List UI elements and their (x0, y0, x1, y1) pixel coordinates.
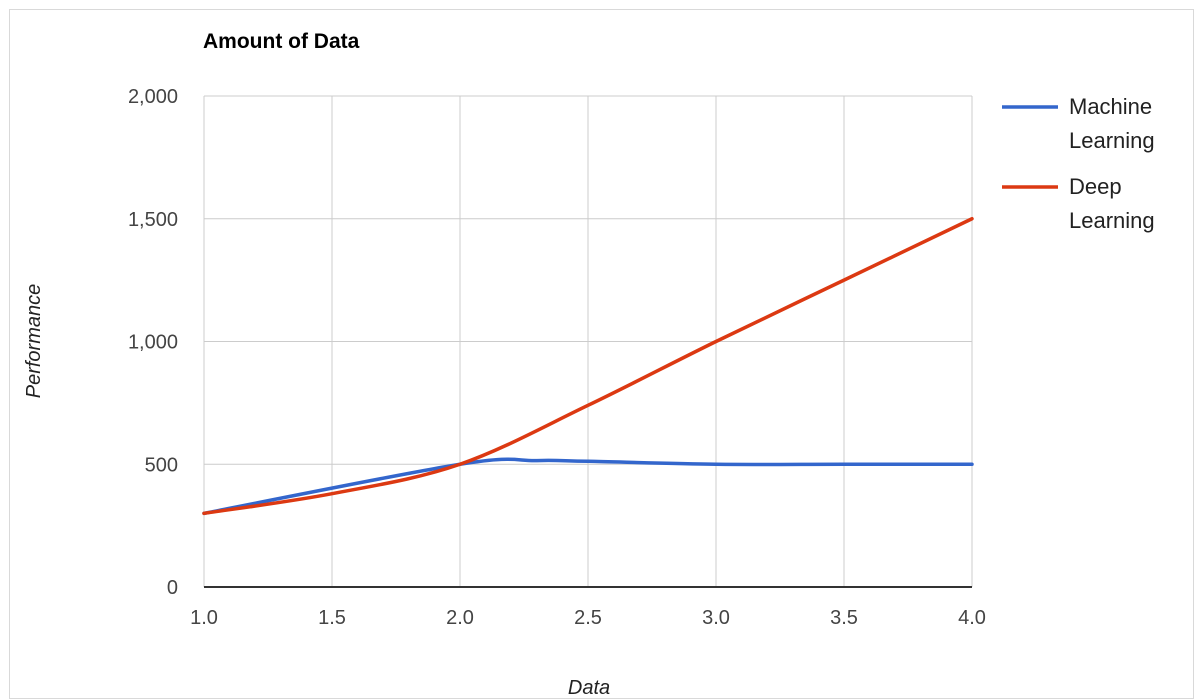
gridlines (203, 95, 973, 587)
x-axis-label: Data (568, 677, 610, 697)
x-tick-label: 3.0 (702, 607, 730, 629)
y-tick-label: 2,000 (128, 86, 178, 108)
legend-label-machine-learning: Machine Learning (1069, 94, 1155, 153)
series-lines (202, 217, 974, 516)
y-tick-label: 0 (167, 577, 178, 599)
y-tick-label: 500 (145, 454, 178, 476)
legend: Machine Learning Deep Learning (1002, 94, 1155, 233)
x-tick-labels: 1.0 1.5 2.0 2.5 3.0 3.5 4.0 (190, 607, 986, 629)
x-tick-label: 1.5 (318, 607, 346, 629)
x-tick-label: 4.0 (958, 607, 986, 629)
x-tick-label: 1.0 (190, 607, 218, 629)
x-tick-label: 3.5 (830, 607, 858, 629)
y-tick-labels: 0 500 1,000 1,500 2,000 (128, 86, 178, 599)
y-tick-label: 1,000 (128, 332, 178, 354)
legend-label-deep-learning: Deep Learning (1069, 174, 1155, 233)
series-line-machine-learning (202, 457, 974, 516)
y-tick-label: 1,500 (128, 209, 178, 231)
y-axis-label: Performance (23, 284, 45, 399)
x-tick-label: 2.5 (574, 607, 602, 629)
chart-title: Amount of Data (203, 30, 360, 53)
series-line-deep-learning (202, 217, 974, 516)
x-tick-label: 2.0 (446, 607, 474, 629)
chart-frame (9, 9, 1194, 699)
